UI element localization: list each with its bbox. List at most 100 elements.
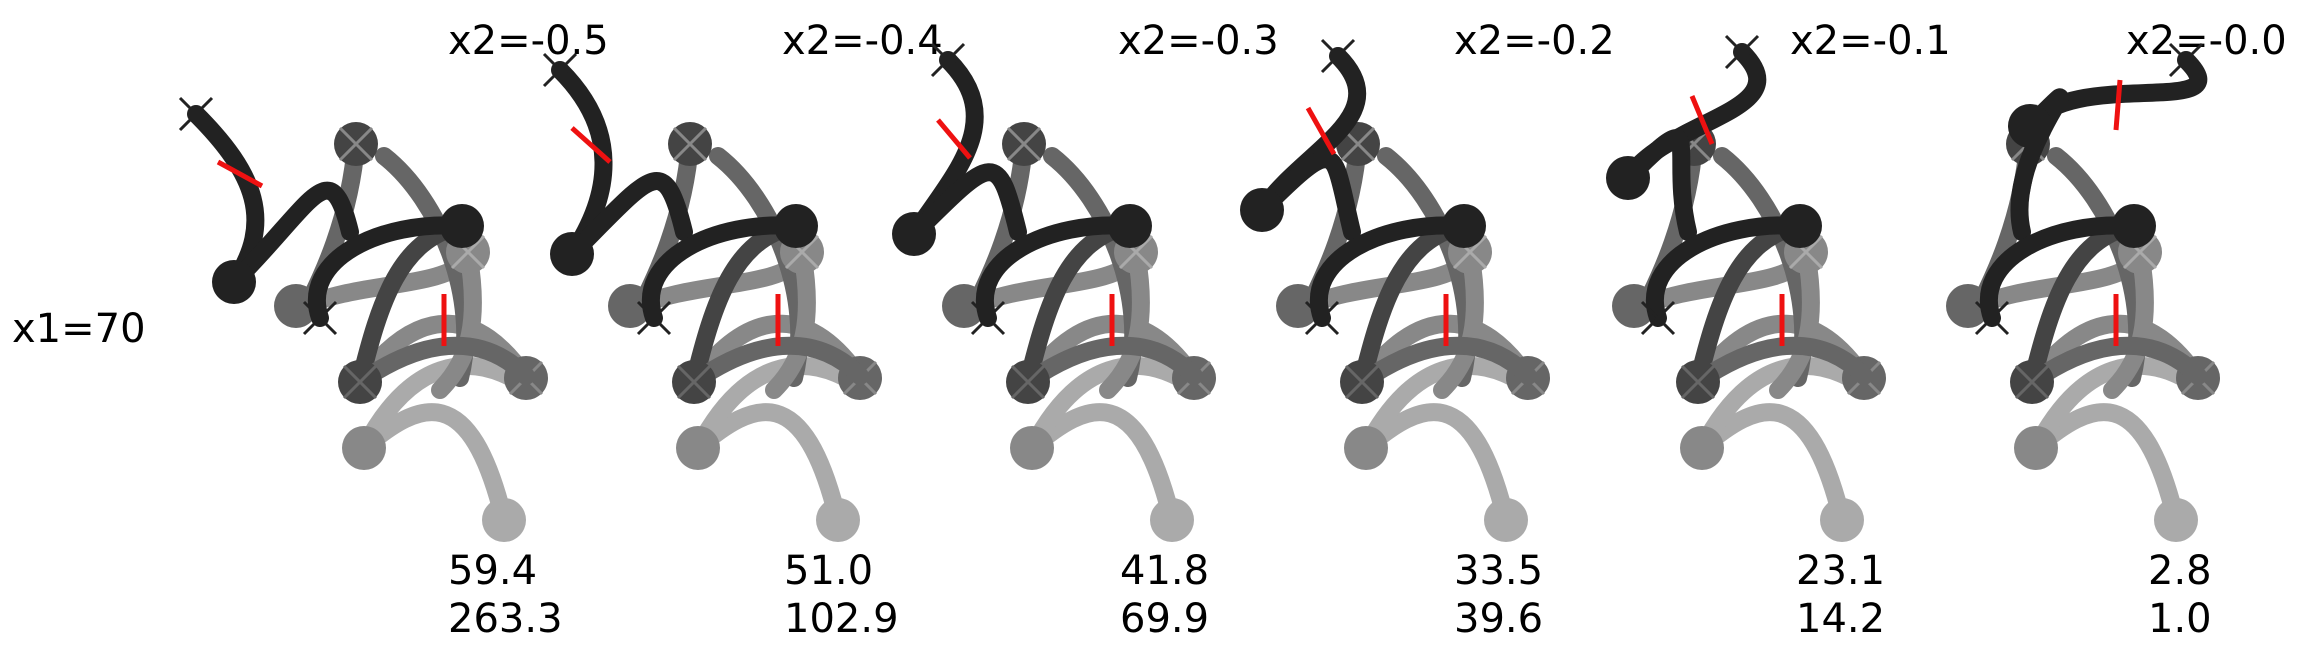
arm-segment: [1769, 243, 1820, 399]
joint-cross-icon: [1680, 364, 1716, 400]
arm-segment: [308, 216, 471, 327]
arm-segment: [1019, 336, 1203, 391]
arm-joint: [676, 426, 720, 470]
arm-segment: [1693, 403, 1851, 529]
arm-layer-dark: [542, 52, 818, 336]
panel-value-bottom: 14.2: [1796, 596, 1885, 642]
joint-cross-icon: [2014, 364, 2050, 400]
joint-cross-icon: [302, 300, 338, 336]
arm-joint: [1946, 284, 1990, 328]
panel-title: x2=-0.1: [1790, 18, 1951, 64]
arm-joint: [1606, 156, 1650, 200]
constraint-marker: [2113, 79, 2123, 131]
arm-joint: [1108, 204, 1152, 248]
arm-segment: [976, 216, 1139, 327]
panel-p4: x2=-0.2 33.539.6: [1240, 18, 1615, 642]
arm-segment: [1980, 216, 2143, 327]
arm-segment: [1357, 403, 1515, 529]
panel-value-top: 59.4: [448, 548, 537, 594]
arm-joint: [892, 212, 936, 256]
target-cross-icon: [930, 42, 966, 78]
joint-cross-icon: [1974, 300, 2010, 336]
arm-segment: [351, 336, 535, 391]
panel-p6: x2=-0.0 2.81.0: [1946, 18, 2287, 642]
arm-layer-light: [2014, 356, 2203, 542]
panel-title: x2=-0.4: [782, 18, 943, 64]
arm-segment: [1353, 336, 1537, 391]
arm-segment: [1646, 216, 1809, 327]
arm-segment: [2023, 336, 2207, 391]
arm-layer-light: [342, 356, 531, 542]
panel-value-top: 33.5: [1454, 548, 1543, 594]
constraint-marker: [216, 159, 264, 189]
arm-joint: [1612, 284, 1656, 328]
arm-segment: [355, 403, 513, 529]
panel-value-bottom: 69.9: [1120, 596, 1209, 642]
panel-title: x2=-0.0: [2126, 18, 2287, 64]
arm-joint: [440, 204, 484, 248]
constraint-marker: [1305, 106, 1337, 156]
arm-segment: [1253, 150, 1361, 241]
arm-segment: [1689, 336, 1873, 391]
target-cross-icon: [178, 96, 214, 132]
arm-segment: [1023, 356, 1199, 457]
constraint-marker: [570, 126, 612, 164]
panel-value-top: 51.0: [784, 548, 873, 594]
target-cross-icon: [1320, 38, 1356, 74]
arm-segment: [431, 243, 482, 399]
constraint-marker: [936, 118, 972, 160]
joint-cross-icon: [672, 126, 708, 162]
arm-joint: [212, 260, 256, 304]
arm-joint: [274, 284, 318, 328]
joint-cross-icon: [338, 126, 374, 162]
arm-joint: [550, 232, 594, 276]
arm-segment: [642, 216, 805, 327]
arm-joint: [774, 204, 818, 248]
arm-segment: [225, 181, 359, 291]
arm-joint: [1680, 426, 1724, 470]
arm-joint: [2008, 104, 2052, 148]
arm-joint: [482, 498, 526, 542]
arm-joint: [1240, 188, 1284, 232]
target-cross-icon: [2168, 42, 2204, 78]
joint-cross-icon: [1006, 126, 1042, 162]
constraint-marker: [1689, 95, 1715, 145]
arm-joint: [1276, 284, 1320, 328]
arm-layer-dark: [1974, 42, 2208, 336]
panel-p3: x2=-0.3 41.869.9: [892, 18, 1279, 642]
joint-cross-icon: [1304, 300, 1340, 336]
arm-layer-light: [1010, 356, 1199, 542]
arm-layer-dark: [1240, 38, 1486, 336]
panel-title: x2=-0.5: [448, 18, 609, 64]
arm-segment: [1099, 243, 1150, 399]
arm-joint: [342, 426, 386, 470]
arm-joint: [1820, 498, 1864, 542]
panel-value-top: 23.1: [1796, 548, 1885, 594]
arm-segment: [1693, 356, 1869, 457]
arm-joint: [816, 498, 860, 542]
panel-value-bottom: 263.3: [448, 596, 563, 642]
joint-cross-icon: [970, 300, 1006, 336]
joint-cross-icon: [1640, 300, 1676, 336]
target-cross-icon: [542, 52, 578, 88]
arm-joint: [2112, 204, 2156, 248]
arm-segment: [2027, 403, 2185, 529]
arm-joint: [1344, 426, 1388, 470]
arm-joint: [1442, 204, 1486, 248]
panel-p5: x2=-0.1 23.114.2: [1606, 18, 1951, 642]
arm-joint: [2154, 498, 2198, 542]
arm-segment: [563, 172, 693, 263]
arm-joint: [1150, 498, 1194, 542]
arm-layer-dark: [1606, 34, 1822, 336]
arm-segment: [2027, 356, 2203, 457]
row-label-x1: x1=70: [12, 306, 146, 352]
arm-joint: [1778, 204, 1822, 248]
panel-value-top: 41.8: [1120, 548, 1209, 594]
panel-value-bottom: 102.9: [784, 596, 899, 642]
arm-segment: [689, 403, 847, 529]
target-cross-icon: [1724, 34, 1760, 70]
arm-segment: [1023, 403, 1181, 529]
panel-value-bottom: 1.0: [2148, 596, 2212, 642]
